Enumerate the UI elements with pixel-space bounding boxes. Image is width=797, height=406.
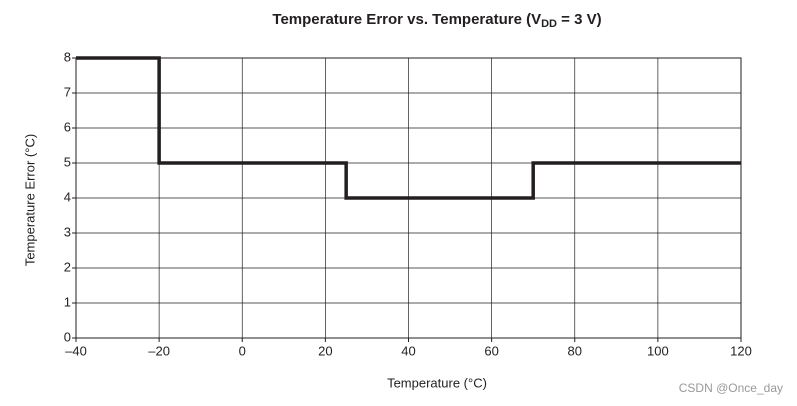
y-tick-label: 4: [64, 189, 71, 204]
title-subscript: DD: [541, 18, 557, 30]
y-tick-label: 7: [64, 84, 71, 99]
x-tick-label: 0: [239, 343, 246, 358]
x-tick-label: 20: [318, 343, 332, 358]
x-tick-label: –20: [148, 343, 170, 358]
x-tick-label: 40: [401, 343, 415, 358]
title-end: = 3 V): [557, 11, 602, 28]
y-tick-label: 1: [64, 294, 71, 309]
y-tick-label: 3: [64, 224, 71, 239]
x-axis-label: Temperature (°C): [387, 375, 487, 390]
chart-title: Temperature Error vs. Temperature (VDD =…: [272, 11, 601, 30]
x-tick-label: 100: [647, 343, 669, 358]
x-tick-label: 60: [484, 343, 498, 358]
title-main: Temperature Error vs. Temperature (V: [272, 11, 541, 28]
y-tick-label: 5: [64, 154, 71, 169]
x-tick-label: 80: [568, 343, 582, 358]
x-tick-label: 120: [730, 343, 752, 358]
x-tick-label: –40: [65, 343, 87, 358]
y-tick-label: 0: [64, 329, 71, 344]
y-tick-label: 8: [64, 49, 71, 64]
y-tick-label: 2: [64, 259, 71, 274]
y-tick-label: 6: [64, 119, 71, 134]
data-line: [76, 56, 741, 200]
y-axis-label: Temperature Error (°C): [22, 134, 37, 266]
watermark: CSDN @Once_day: [679, 381, 783, 395]
